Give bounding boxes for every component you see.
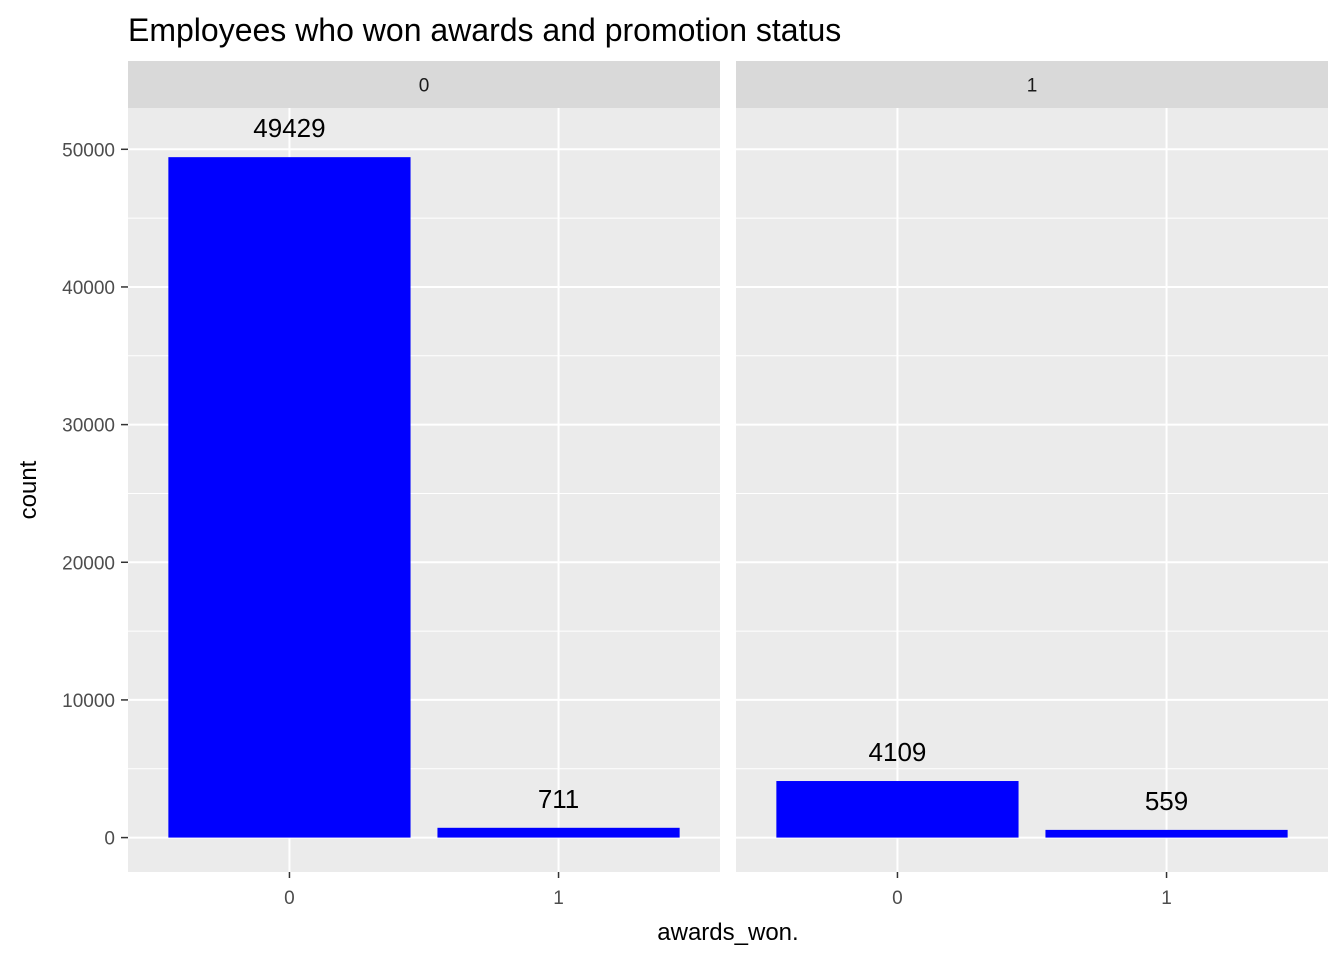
x-tick-label: 1 bbox=[553, 888, 564, 909]
data-label: 711 bbox=[538, 784, 579, 814]
y-tick-label: 50000 bbox=[62, 140, 115, 161]
panel-background bbox=[736, 108, 1328, 872]
x-tick-label: 0 bbox=[892, 888, 903, 909]
y-tick-label: 30000 bbox=[62, 416, 115, 437]
facet-panels: 49429 711 0 0 1 4109 559 1 0 1 bbox=[128, 61, 1328, 909]
y-tick-label: 20000 bbox=[62, 553, 115, 574]
bar bbox=[437, 827, 680, 838]
chart-title: Employees who won awards and promotion s… bbox=[128, 12, 841, 48]
y-tick-label: 0 bbox=[104, 829, 115, 850]
x-tick-label: 1 bbox=[1161, 888, 1172, 909]
data-label: 559 bbox=[1145, 786, 1188, 816]
facet-strip bbox=[128, 61, 720, 108]
facet-strip-label: 0 bbox=[419, 76, 430, 97]
bar bbox=[1045, 829, 1288, 838]
facet-panel: 49429 711 0 0 1 bbox=[128, 61, 720, 909]
x-tick-label: 0 bbox=[284, 888, 295, 909]
y-axis-title: count bbox=[15, 460, 42, 519]
y-axis: 0 10000 20000 30000 40000 50000 bbox=[62, 140, 128, 850]
y-tick-label: 40000 bbox=[62, 278, 115, 299]
y-tick-label: 10000 bbox=[62, 691, 115, 712]
x-axis-title: awards_won. bbox=[657, 919, 798, 946]
facet-strip bbox=[736, 61, 1328, 108]
data-label: 4109 bbox=[869, 737, 927, 767]
data-label: 49429 bbox=[253, 113, 325, 143]
bar bbox=[776, 781, 1019, 838]
bar bbox=[168, 157, 411, 838]
facet-panel: 4109 559 1 0 1 bbox=[736, 61, 1328, 909]
facet-strip-label: 1 bbox=[1027, 76, 1038, 97]
